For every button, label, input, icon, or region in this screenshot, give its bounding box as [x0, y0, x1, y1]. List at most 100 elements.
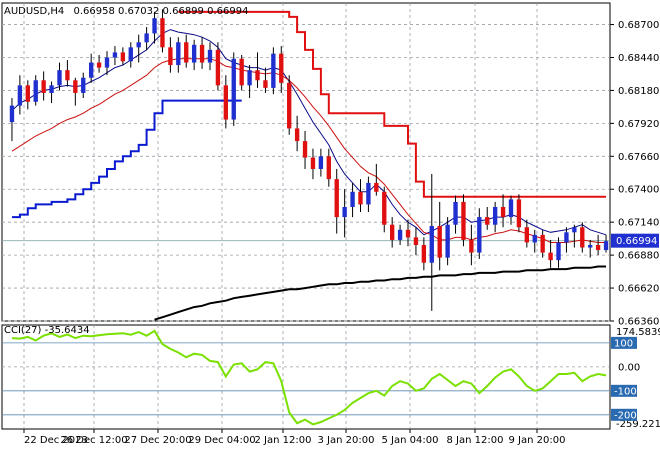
candle — [160, 9, 165, 53]
candle-body — [421, 244, 427, 263]
candle — [255, 52, 260, 88]
candle — [500, 194, 506, 228]
candle — [176, 37, 181, 73]
price-tick-label: 0.67140 — [618, 218, 659, 229]
candle — [485, 206, 490, 230]
candle-body — [413, 237, 419, 245]
candle — [128, 42, 133, 68]
candle — [310, 148, 316, 180]
candle — [532, 229, 537, 253]
candle-body — [556, 242, 561, 261]
cci-level-label: 0.00 — [618, 362, 640, 373]
candle — [508, 195, 514, 225]
candle-body — [588, 244, 593, 248]
stop-upper-line — [178, 10, 606, 198]
candle-body — [445, 224, 450, 258]
candle — [350, 182, 355, 218]
price-tick-label: 0.66620 — [618, 284, 659, 295]
candle-body — [239, 58, 244, 86]
candle — [271, 47, 276, 95]
candle-body — [152, 18, 157, 34]
cci-level-label: 100 — [614, 338, 633, 349]
candle-body — [223, 85, 229, 120]
candle — [33, 75, 38, 106]
candle — [112, 46, 118, 66]
stop-lower-line — [12, 99, 242, 219]
candle-body — [310, 157, 316, 169]
candle-body — [532, 234, 537, 243]
candle — [429, 174, 434, 311]
candle — [382, 186, 387, 233]
candle-body — [548, 252, 553, 261]
candle — [294, 115, 300, 152]
candle-body — [564, 232, 569, 243]
moving-average-lines — [11, 10, 607, 321]
candle — [302, 130, 308, 169]
candle-body — [389, 224, 395, 240]
candle — [453, 195, 458, 234]
candle-body — [382, 191, 387, 225]
candle — [366, 176, 371, 213]
candle — [191, 39, 197, 71]
candle — [144, 27, 149, 50]
candle-body — [603, 241, 609, 251]
candle — [207, 42, 213, 71]
candle-body — [88, 62, 94, 78]
candle-body — [485, 217, 490, 225]
candle-body — [294, 128, 300, 142]
candle — [540, 229, 545, 258]
candle-body — [41, 80, 46, 93]
candle-body — [279, 53, 284, 83]
candle-body — [57, 70, 62, 86]
candle-body — [461, 201, 466, 240]
candle-body — [81, 77, 86, 93]
price-tick-label: 0.67920 — [618, 119, 659, 130]
candle — [405, 219, 411, 247]
candle-body — [231, 58, 236, 120]
candle — [231, 52, 236, 126]
candle-body — [326, 156, 331, 180]
time-tick-label: 2 Jan 12:00 — [255, 435, 312, 446]
price-tick-label: 0.68180 — [618, 86, 659, 97]
cci-level-label: -200 — [614, 410, 637, 421]
price-tick-label: 0.67400 — [618, 185, 659, 196]
candle-body — [580, 227, 585, 248]
time-tick-label: 27 Dec 20:00 — [124, 435, 191, 446]
time-tick-label: 9 Jan 20:00 — [509, 435, 566, 446]
candle-body — [112, 52, 118, 58]
candle — [96, 54, 102, 73]
cci-min-label: -259.2217 — [616, 419, 660, 430]
cci-header: CCI(27) -35.6434 — [4, 325, 90, 336]
candle-body — [500, 206, 506, 218]
time-tick-label: 22 Dec 2023 — [24, 435, 88, 446]
candle — [572, 224, 577, 248]
candle-body — [215, 49, 221, 86]
candle — [397, 224, 403, 245]
candle — [469, 224, 474, 266]
candle — [580, 222, 585, 253]
candle-body — [350, 191, 355, 207]
candle — [477, 208, 482, 259]
candle-body — [508, 199, 514, 218]
candle-body — [199, 44, 205, 63]
cci-panel-frame — [1, 324, 611, 430]
candle — [223, 75, 229, 129]
candle-body — [492, 206, 498, 225]
candle-body — [120, 52, 126, 62]
candle-body — [25, 85, 30, 102]
candle — [287, 75, 292, 135]
candle-body — [168, 47, 173, 66]
candle-body — [516, 199, 522, 228]
candle-body — [334, 179, 339, 218]
candle-body — [128, 47, 133, 62]
candle — [279, 46, 284, 93]
candle — [492, 201, 498, 233]
candle-body — [540, 234, 545, 253]
cci-indicator — [2, 329, 610, 426]
candle — [17, 75, 23, 115]
candle — [49, 81, 54, 104]
candle-body — [247, 70, 252, 86]
candle — [374, 163, 379, 196]
candle-body — [96, 62, 102, 68]
